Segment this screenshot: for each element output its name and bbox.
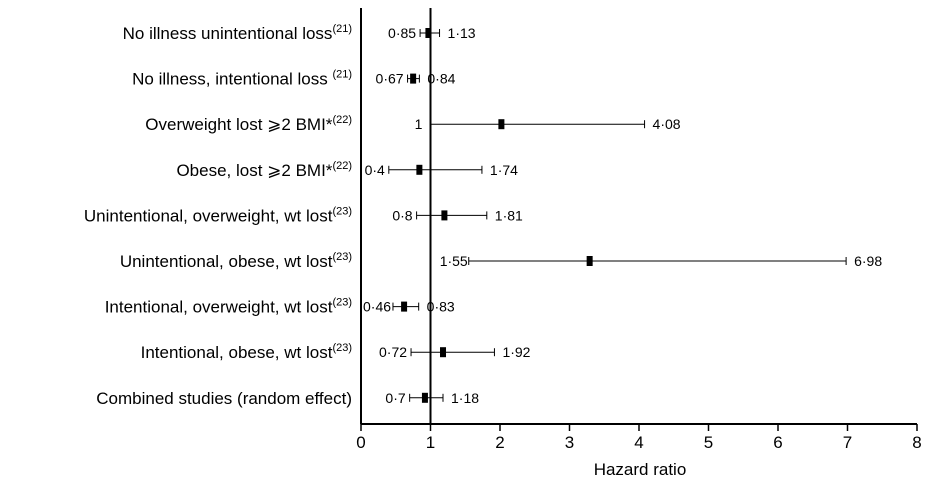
row-label-text: Unintentional, overweight, wt lost xyxy=(84,206,333,225)
x-tick-label: 2 xyxy=(495,433,504,452)
row-label: No illness, intentional loss (21) xyxy=(132,69,352,89)
row-reference: (23) xyxy=(332,205,352,217)
ci-upper-label: 1·74 xyxy=(490,162,518,178)
forest-row: Combined studies (random effect) 0·7 1·18 xyxy=(96,389,479,408)
point-estimate xyxy=(498,119,505,130)
row-label-text: Unintentional, obese, wt lost xyxy=(120,252,333,271)
row-label-text: Overweight lost ⩾2 BMI* xyxy=(145,115,333,134)
x-tick-label: 4 xyxy=(634,433,643,452)
x-tick-label: 8 xyxy=(912,433,921,452)
x-tick-label: 1 xyxy=(426,433,435,452)
row-label: Overweight lost ⩾2 BMI*(22) xyxy=(145,114,352,134)
row-label: Unintentional, overweight, wt lost(23) xyxy=(84,205,352,225)
row-reference: (22) xyxy=(332,160,352,172)
forest-row: Obese, lost ⩾2 BMI*(22) 0·4 1·74 xyxy=(176,160,518,180)
row-label: Intentional, overweight, wt lost(23) xyxy=(105,297,352,317)
row-label-text: Combined studies (random effect) xyxy=(96,389,352,408)
row-label: Obese, lost ⩾2 BMI*(22) xyxy=(176,160,352,180)
point-estimate xyxy=(416,164,423,175)
x-axis-title: Hazard ratio xyxy=(594,460,687,479)
forest-row: Intentional, obese, wt lost(23) 0·72 1·92 xyxy=(141,342,531,362)
point-estimate xyxy=(441,210,448,221)
row-reference: (23) xyxy=(332,251,352,263)
point-estimate xyxy=(586,256,593,266)
ci-lower-label: 1·55 xyxy=(440,253,468,269)
forest-row: Unintentional, obese, wt lost(23) 1·55 6·9… xyxy=(120,251,883,271)
ci-lower-label: 0·67 xyxy=(376,71,404,87)
ci-upper-label: 0·84 xyxy=(427,71,455,87)
ci-lower-label: 0·8 xyxy=(392,207,412,223)
row-reference: (23) xyxy=(332,342,352,354)
row-reference: (22) xyxy=(332,114,352,126)
ci-lower-label: 0·7 xyxy=(385,390,405,406)
row-label: Unintentional, obese, wt lost(23) xyxy=(120,251,352,271)
row-reference: (23) xyxy=(332,297,352,309)
row-reference: (21) xyxy=(332,69,352,81)
forest-row: No illness unintentional loss(21) 0·85 1·1… xyxy=(123,23,476,43)
ci-upper-label: 1·13 xyxy=(448,25,476,41)
x-tick-label: 0 xyxy=(356,433,365,452)
point-estimate xyxy=(401,301,408,312)
ci-lower-label: 0·4 xyxy=(365,162,385,178)
forest-row: No illness, intentional loss (21) 0·67 0·8… xyxy=(132,69,456,89)
ci-upper-label: 1·81 xyxy=(495,207,523,223)
ci-upper-label: 4·08 xyxy=(653,116,681,132)
row-label-text: Intentional, overweight, wt lost xyxy=(105,298,333,317)
point-estimate xyxy=(421,392,428,403)
point-estimate xyxy=(410,73,417,84)
point-estimate xyxy=(440,347,447,358)
forest-row: Intentional, overweight, wt lost(23) 0·46… xyxy=(105,297,455,317)
ci-lower-label: 0·46 xyxy=(363,299,391,315)
forest-row: Overweight lost ⩾2 BMI*(22) 1 4·08 xyxy=(145,114,681,134)
row-label-text: No illness, intentional loss xyxy=(132,70,332,89)
x-tick-label: 6 xyxy=(773,433,782,452)
ci-upper-label: 1·92 xyxy=(502,344,530,360)
row-reference: (21) xyxy=(332,23,352,35)
x-tick-label: 5 xyxy=(704,433,713,452)
ci-upper-label: 6·98 xyxy=(854,253,882,269)
row-label: Intentional, obese, wt lost(23) xyxy=(141,342,352,362)
row-label-text: Intentional, obese, wt lost xyxy=(141,343,333,362)
ci-lower-label: 0·72 xyxy=(379,344,407,360)
row-label: No illness unintentional loss(21) xyxy=(123,23,352,43)
ci-upper-label: 1·18 xyxy=(451,390,479,406)
ci-lower-label: 1 xyxy=(415,116,423,132)
point-estimate xyxy=(425,28,432,38)
row-label-text: Obese, lost ⩾2 BMI* xyxy=(176,161,332,180)
row-label-text: No illness unintentional loss xyxy=(123,24,333,43)
x-tick-label: 7 xyxy=(843,433,852,452)
row-label: Combined studies (random effect) xyxy=(96,389,352,408)
ci-lower-label: 0·85 xyxy=(388,25,416,41)
ci-upper-label: 0·83 xyxy=(427,299,455,315)
forest-row: Unintentional, overweight, wt lost(23) 0·… xyxy=(84,205,523,225)
x-tick-label: 3 xyxy=(565,433,574,452)
